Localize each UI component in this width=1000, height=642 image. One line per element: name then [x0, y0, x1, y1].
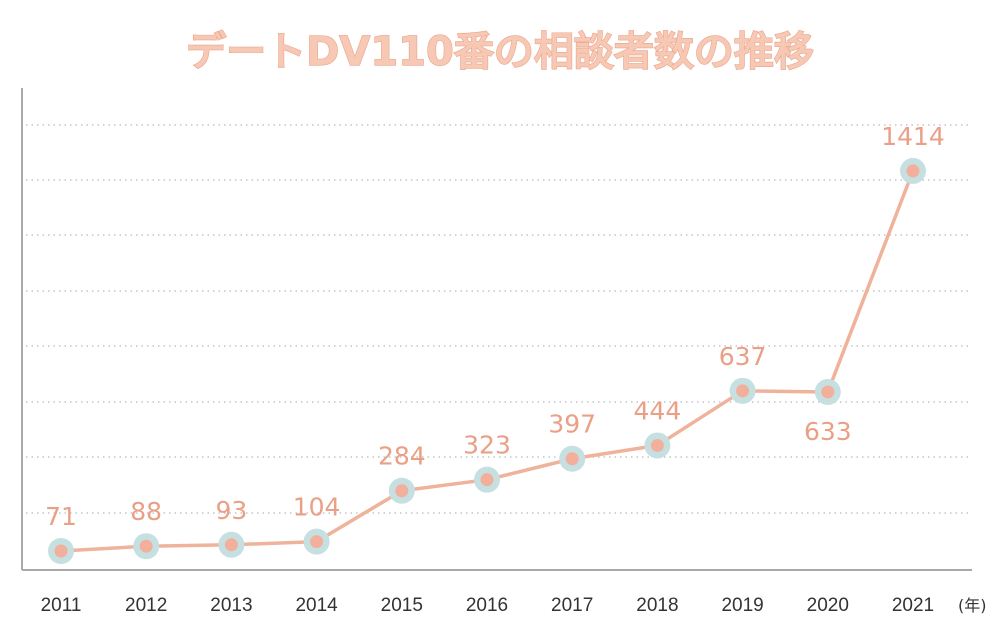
- data-point-2016: [474, 466, 500, 493]
- data-point-2015: [388, 477, 415, 504]
- data-label-2020: 633: [804, 417, 852, 446]
- data-point-dot: [480, 473, 494, 487]
- data-points: [48, 157, 926, 564]
- x-tick-label: 2015: [381, 595, 423, 616]
- data-point-2019: [729, 377, 756, 404]
- data-point-dot: [821, 385, 835, 399]
- data-point-dot: [310, 535, 324, 549]
- data-point-dot: [650, 438, 664, 452]
- data-point-dot: [906, 164, 920, 178]
- x-tick-label: 2017: [551, 595, 593, 616]
- data-label-2013: 93: [215, 496, 247, 525]
- gridlines: [26, 124, 972, 514]
- data-point-dot: [54, 544, 68, 558]
- data-point-2011: [48, 538, 74, 564]
- data-label-2014: 104: [293, 493, 341, 522]
- x-tick-label: 2014: [295, 595, 338, 616]
- data-label-2019: 637: [719, 342, 767, 371]
- data-point-dot: [224, 538, 238, 552]
- data-point-2018: [644, 432, 671, 459]
- series-line: [60, 170, 915, 553]
- x-tick-labels: 2011 2012 2013 2014 2015 2016 2017 2018 2019 2020…: [41, 595, 935, 616]
- data-point-2020: [814, 378, 841, 405]
- data-point-dot: [736, 384, 750, 398]
- x-tick-label: 2018: [636, 595, 678, 616]
- x-unit-label: (年): [958, 596, 987, 615]
- data-point-2013: [218, 531, 245, 558]
- chart-title: デートDV110番の相談者数の推移: [186, 29, 814, 75]
- data-point-2017: [559, 445, 586, 472]
- data-label-2018: 444: [634, 396, 682, 425]
- x-tick-label: 2012: [125, 595, 167, 616]
- data-point-2012: [133, 533, 160, 560]
- x-tick-label: 2019: [721, 595, 763, 616]
- data-label-2017: 397: [548, 410, 596, 439]
- data-point-dot: [565, 452, 579, 466]
- data-point-2014: [303, 528, 330, 555]
- x-tick-label: 2011: [41, 595, 82, 616]
- data-point-dot: [395, 484, 409, 498]
- data-label-2011: 71: [45, 502, 77, 531]
- data-labels: 71 88 93 104 284 323 397 444 637 633 1414: [45, 122, 945, 531]
- x-tick-label: 2013: [210, 595, 252, 616]
- data-label-2016: 323: [463, 431, 511, 460]
- x-tick-label: 2016: [466, 595, 508, 616]
- data-point-dot: [139, 539, 153, 553]
- data-label-2012: 88: [130, 497, 162, 526]
- data-label-2015: 284: [378, 442, 426, 471]
- data-label-2021: 1414: [881, 122, 945, 151]
- x-tick-label: 2020: [807, 595, 849, 616]
- series-line-group: [60, 170, 915, 553]
- data-point-2021: [900, 157, 926, 184]
- x-tick-label: 2021: [892, 595, 934, 616]
